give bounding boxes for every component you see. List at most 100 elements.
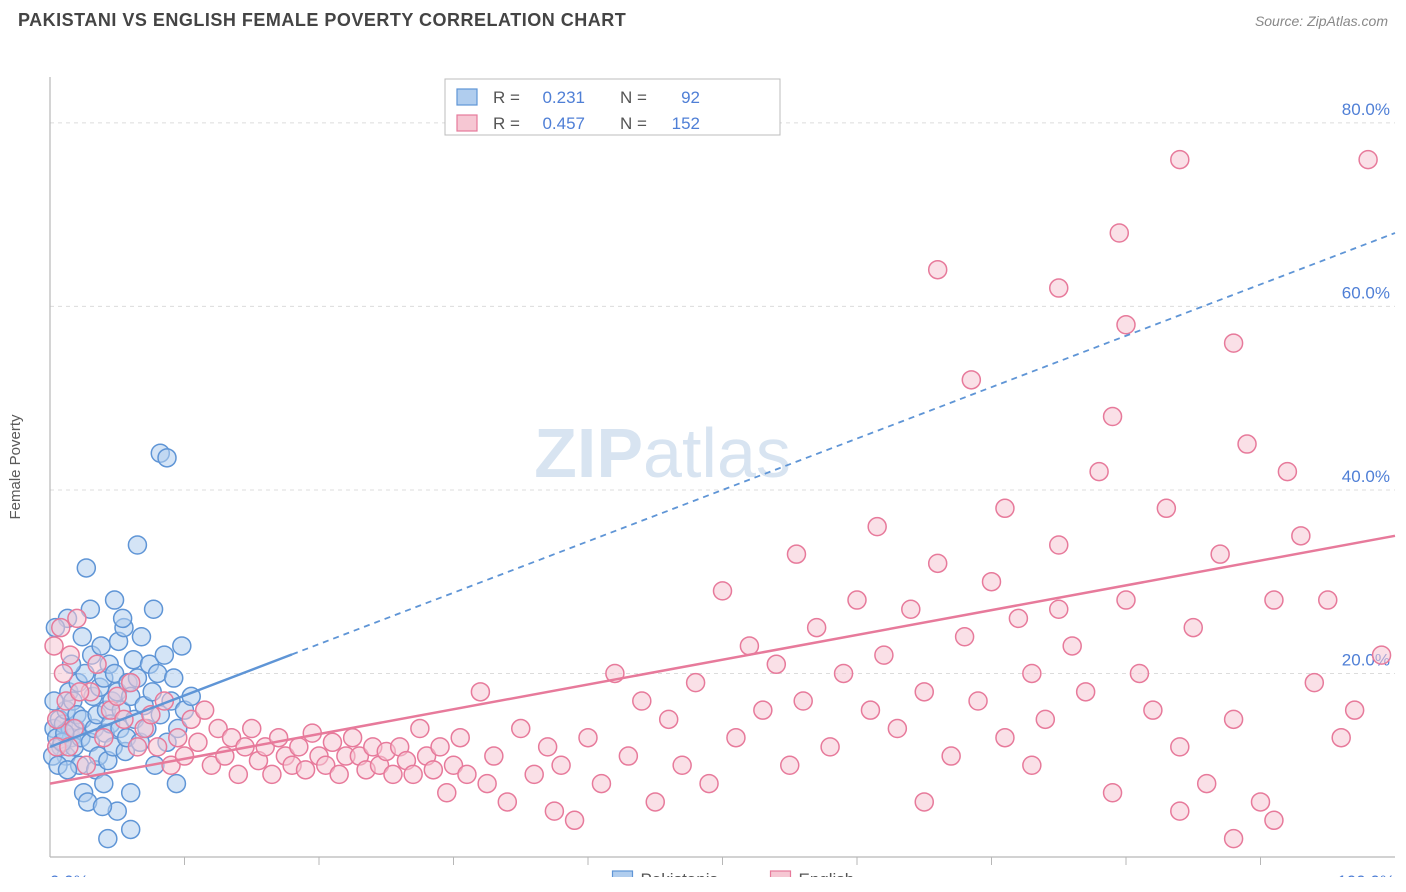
data-point (297, 761, 315, 779)
data-point (52, 619, 70, 637)
data-point (124, 651, 142, 669)
data-point (1278, 463, 1296, 481)
data-point (1171, 802, 1189, 820)
data-point (1211, 545, 1229, 563)
data-point (687, 674, 705, 692)
data-point (1009, 609, 1027, 627)
chart-title: PAKISTANI VS ENGLISH FEMALE POVERTY CORR… (18, 10, 626, 31)
data-point (962, 371, 980, 389)
data-point (149, 664, 167, 682)
data-point (173, 637, 191, 655)
data-point (68, 609, 86, 627)
data-point (1104, 408, 1122, 426)
data-point (92, 637, 110, 655)
data-point (1225, 830, 1243, 848)
series-english (45, 151, 1391, 848)
data-point (330, 765, 348, 783)
scatter-chart: 0.0%100.0%20.0%40.0%60.0%80.0%Female Pov… (0, 37, 1406, 877)
data-point (888, 720, 906, 738)
data-point (73, 628, 91, 646)
data-point (673, 756, 691, 774)
legend-n-label: N = (620, 114, 647, 133)
data-point (167, 775, 185, 793)
data-point (114, 609, 132, 627)
data-point (1373, 646, 1391, 664)
data-point (740, 637, 758, 655)
data-point (323, 733, 341, 751)
data-point (106, 591, 124, 609)
data-point (525, 765, 543, 783)
data-point (1050, 600, 1068, 618)
data-point (808, 619, 826, 637)
data-point (498, 793, 516, 811)
data-point (1319, 591, 1337, 609)
y-axis-label: Female Poverty (7, 414, 24, 520)
data-point (95, 775, 113, 793)
data-point (88, 655, 106, 673)
data-point (1130, 664, 1148, 682)
data-point (868, 518, 886, 536)
data-point (263, 765, 281, 783)
legend-n-value: 92 (681, 88, 700, 107)
watermark: ZIPatlas (534, 414, 791, 492)
data-point (942, 747, 960, 765)
data-point (754, 701, 772, 719)
data-point (411, 720, 429, 738)
legend-r-label: R = (493, 114, 520, 133)
data-point (1036, 710, 1054, 728)
data-point (1063, 637, 1081, 655)
data-point (781, 756, 799, 774)
data-point (1184, 619, 1202, 637)
data-point (929, 554, 947, 572)
legend-n-label: N = (620, 88, 647, 107)
data-point (122, 820, 140, 838)
data-point (1117, 591, 1135, 609)
legend-r-value: 0.231 (542, 88, 585, 107)
data-point (1171, 738, 1189, 756)
data-point (714, 582, 732, 600)
data-point (344, 729, 362, 747)
data-point (1090, 463, 1108, 481)
data-point (77, 756, 95, 774)
data-point (77, 559, 95, 577)
data-point (566, 811, 584, 829)
chart-header: PAKISTANI VS ENGLISH FEMALE POVERTY CORR… (0, 0, 1406, 37)
data-point (1050, 536, 1068, 554)
data-point (996, 499, 1014, 517)
y-tick-label: 80.0% (1342, 100, 1390, 119)
data-point (290, 738, 308, 756)
legend-n-value: 152 (672, 114, 700, 133)
data-point (767, 655, 785, 673)
data-point (404, 765, 422, 783)
data-point (438, 784, 456, 802)
data-point (108, 687, 126, 705)
data-point (229, 765, 247, 783)
data-point (270, 729, 288, 747)
data-point (956, 628, 974, 646)
data-point (821, 738, 839, 756)
bottom-legend-swatch (613, 871, 633, 877)
data-point (983, 573, 1001, 591)
data-point (996, 729, 1014, 747)
data-point (875, 646, 893, 664)
data-point (787, 545, 805, 563)
data-point (54, 664, 72, 682)
data-point (1359, 151, 1377, 169)
data-point (1332, 729, 1350, 747)
data-point (1171, 151, 1189, 169)
data-point (579, 729, 597, 747)
chart-container: 0.0%100.0%20.0%40.0%60.0%80.0%Female Pov… (0, 37, 1406, 877)
data-point (145, 600, 163, 618)
data-point (646, 793, 664, 811)
data-point (902, 600, 920, 618)
data-point (451, 729, 469, 747)
data-point (1077, 683, 1095, 701)
data-point (1265, 811, 1283, 829)
legend-swatch (457, 89, 477, 105)
data-point (1023, 756, 1041, 774)
data-point (969, 692, 987, 710)
data-point (915, 793, 933, 811)
data-point (478, 775, 496, 793)
data-point (1305, 674, 1323, 692)
trend-line-extrapolated (292, 233, 1395, 654)
